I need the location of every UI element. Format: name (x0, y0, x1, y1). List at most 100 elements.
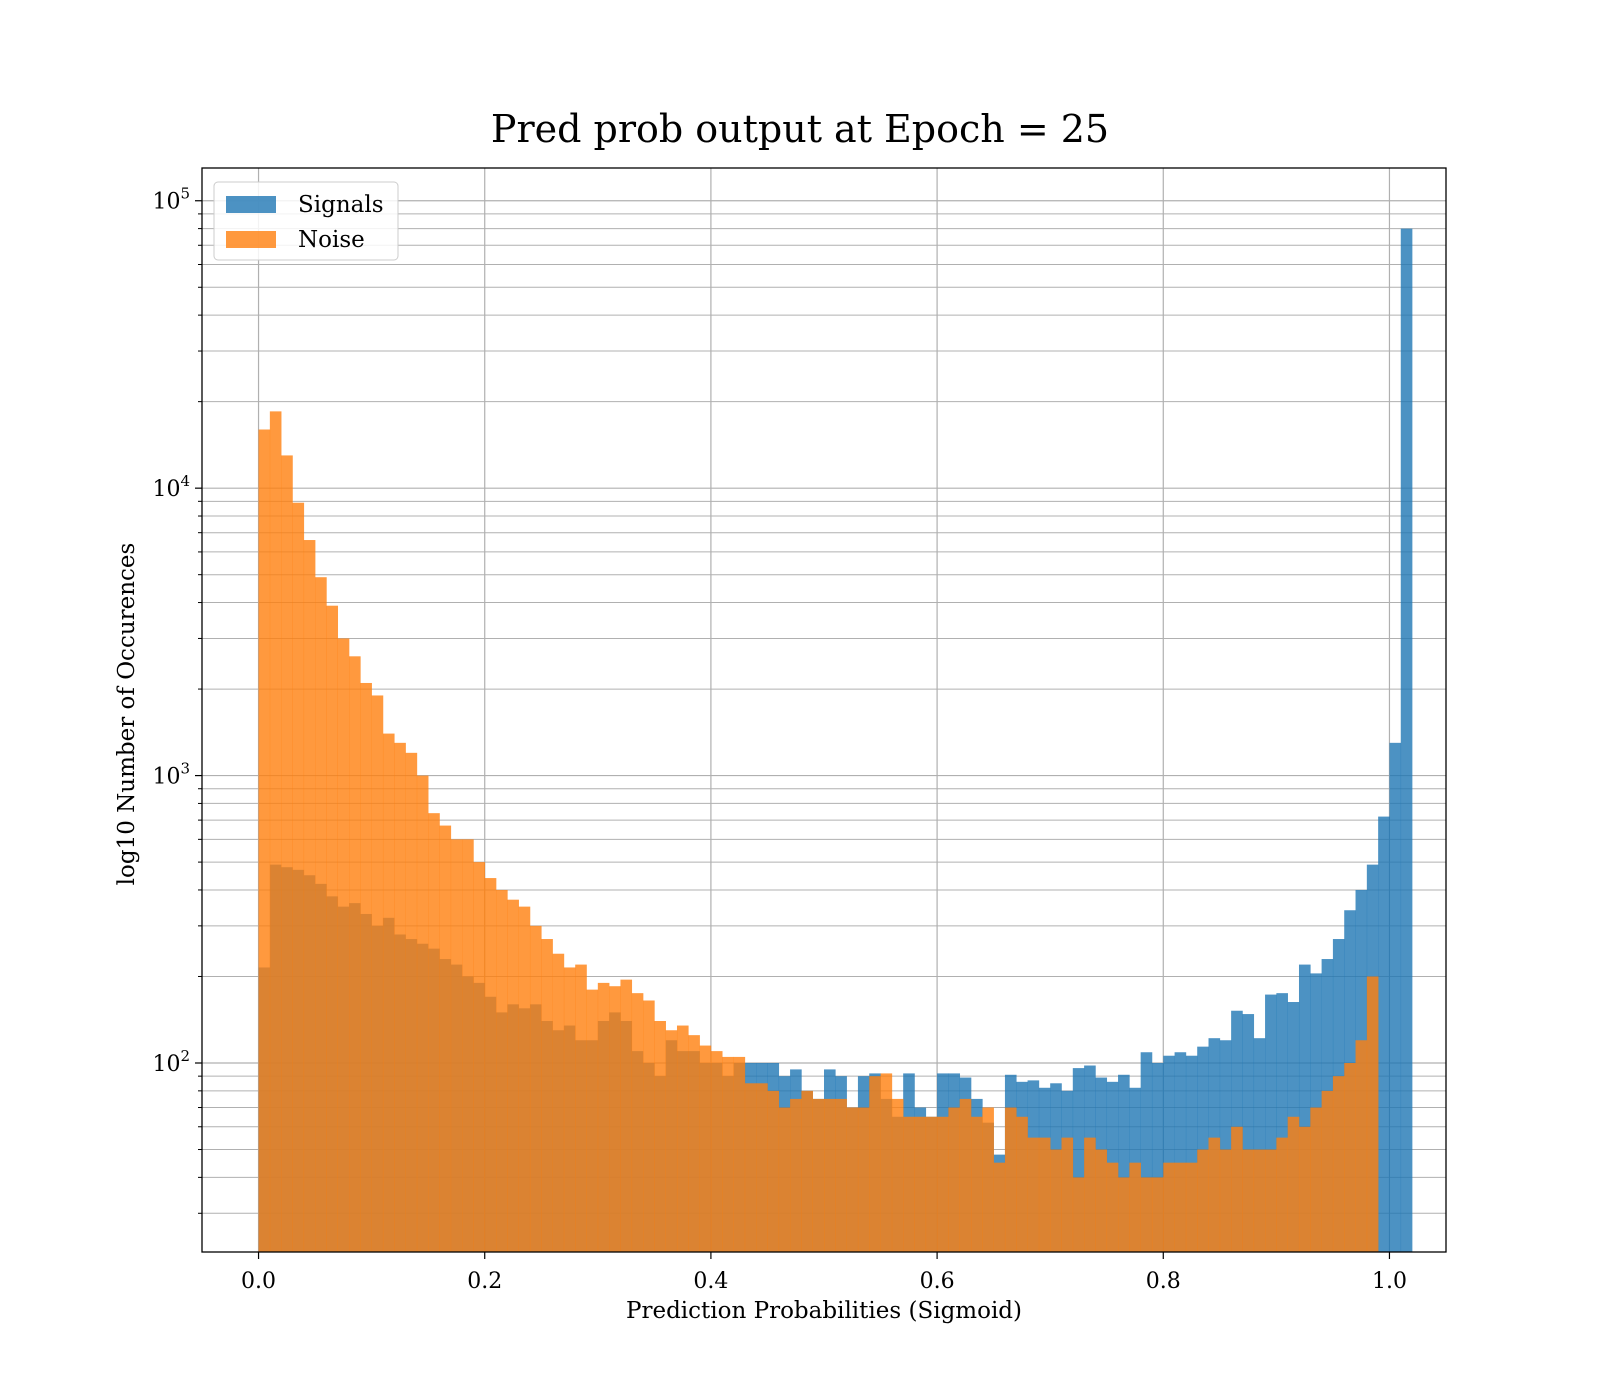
histogram-bar (1197, 1046, 1209, 1252)
histogram-bar (1072, 1068, 1085, 1252)
histogram-bar (1219, 1149, 1232, 1252)
histogram-bar (1163, 1162, 1175, 1252)
histogram-bar (1106, 1162, 1119, 1252)
histogram-bar (959, 1098, 972, 1252)
histogram-bar (880, 1073, 893, 1252)
histogram-bar (982, 1107, 994, 1252)
histogram-bar (1332, 1076, 1345, 1252)
histogram-bar (269, 411, 282, 1253)
histogram-bar (281, 455, 293, 1252)
histogram-bar (1016, 1116, 1028, 1252)
histogram-bar (1061, 1137, 1074, 1252)
histogram-bar (1355, 1040, 1368, 1252)
legend-entry-label: Noise (298, 227, 365, 253)
histogram-bar (903, 1116, 915, 1252)
histogram-bar (1321, 1090, 1334, 1252)
histogram-bar (665, 1030, 678, 1252)
histogram-bar (552, 953, 565, 1252)
histogram-bar (1298, 1126, 1311, 1252)
histogram-bar (1129, 1162, 1141, 1252)
histogram-bar (541, 939, 553, 1252)
histogram-bar (744, 1083, 757, 1252)
histogram-bar (710, 1051, 723, 1252)
histogram-bar (518, 906, 531, 1252)
legend: Signals Noise (213, 181, 399, 261)
histogram-bar (1287, 1116, 1300, 1252)
histogram-bar (394, 742, 406, 1252)
histogram-bar (722, 1056, 734, 1252)
histogram-bar (733, 1056, 746, 1252)
histogram-bar (450, 839, 463, 1252)
histogram-bar (1038, 1137, 1051, 1252)
histogram-bar (846, 1107, 859, 1252)
histogram-bar (812, 1098, 825, 1252)
histogram-bar (1231, 1126, 1243, 1252)
histogram-bar (1265, 1149, 1277, 1252)
histogram-bar (575, 964, 587, 1252)
y-axis-label: log10 Number of Occurences (114, 543, 140, 886)
histogram-bar (993, 1162, 1006, 1252)
histogram-bar (869, 1076, 881, 1252)
y-tick-label: 102 (152, 1047, 190, 1077)
x-tick-label: 0.0 (241, 1269, 276, 1294)
histogram-bar (1253, 1038, 1266, 1252)
legend-swatch (226, 196, 276, 213)
histogram-bar (699, 1045, 712, 1252)
tick-labels: 0.0 0.2 0.4 0.6 0.8 1.0 102 103 104 105 (152, 185, 1407, 1294)
histogram-bar (1219, 1040, 1232, 1252)
histogram-bar (1265, 994, 1277, 1252)
histogram-bar (1208, 1137, 1221, 1252)
histogram-bar (971, 1116, 983, 1252)
histogram-bar (507, 899, 519, 1252)
histogram-bar (1151, 1177, 1164, 1252)
histogram-bar (1310, 1107, 1322, 1252)
histogram-bar (1185, 1162, 1198, 1252)
histogram-bar (1118, 1177, 1130, 1252)
x-tick-label: 0.8 (1146, 1269, 1181, 1294)
histogram-bar (1276, 993, 1288, 1252)
histogram-bar (891, 1098, 904, 1252)
histogram-bar (937, 1116, 949, 1252)
histogram-bar (1140, 1177, 1153, 1252)
histogram-bar (1344, 1063, 1356, 1252)
histogram-bar (1118, 1074, 1130, 1252)
histogram-bar (676, 1025, 689, 1252)
histogram-bar (1084, 1137, 1096, 1252)
histogram-bar (1163, 1055, 1175, 1252)
histogram-bar (948, 1107, 961, 1252)
histogram-bar (1400, 228, 1413, 1252)
histogram-bar (1027, 1137, 1040, 1252)
histogram-bar (428, 813, 440, 1252)
y-tick-label: 103 (152, 760, 190, 790)
x-tick-label: 0.4 (693, 1269, 728, 1294)
histogram-bar (1389, 742, 1402, 1252)
x-axis-label: Prediction Probabilities (Sigmoid) (626, 1298, 1022, 1324)
histogram-bar (597, 982, 610, 1252)
histogram-bar (790, 1098, 802, 1252)
histogram-bar (857, 1107, 870, 1252)
histogram-bar (1366, 976, 1379, 1252)
histogram-bar (835, 1098, 847, 1252)
histogram-bar (586, 989, 599, 1252)
histogram-bar (349, 656, 361, 1252)
histogram-bar (1095, 1149, 1108, 1252)
histogram-bar (688, 1035, 700, 1252)
histogram-bar (315, 577, 327, 1252)
histogram-bar (563, 967, 576, 1252)
histogram-bar (1253, 1149, 1266, 1252)
legend-entry-label: Signals (298, 192, 384, 218)
histogram-bar (1378, 816, 1390, 1252)
histogram-bar (292, 502, 305, 1253)
x-tick-label: 0.6 (920, 1269, 955, 1294)
histogram-bar (337, 638, 350, 1252)
histogram-bar (631, 993, 644, 1252)
histogram-bar (1242, 1014, 1255, 1252)
histogram-bar (1185, 1055, 1198, 1252)
histogram-bar (360, 682, 372, 1252)
histogram-bar (620, 979, 633, 1252)
histogram-bar (778, 1107, 791, 1252)
bars-layer (258, 228, 1413, 1253)
x-tick-label: 1.0 (1372, 1269, 1407, 1294)
